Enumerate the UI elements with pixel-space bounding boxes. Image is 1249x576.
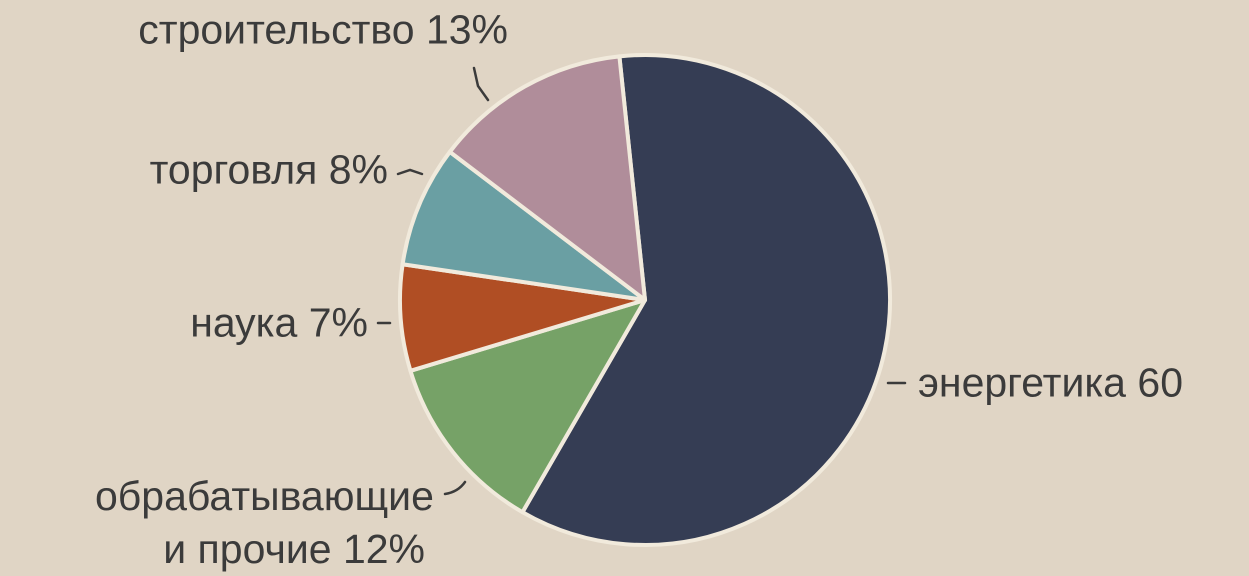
slice-label: обрабатывающие и прочие 12% xyxy=(95,470,434,576)
pie-slice xyxy=(398,262,647,373)
slice-label: торговля 8% xyxy=(150,144,388,197)
value-label: 13% xyxy=(425,6,508,53)
value-label: 12% xyxy=(342,526,425,572)
value-label: 60 xyxy=(1137,359,1183,406)
leader-line xyxy=(472,66,490,102)
category-name: энергетика xyxy=(918,359,1126,406)
pie-slice xyxy=(447,54,647,302)
category-name: обрабатывающие и прочие xyxy=(95,473,434,572)
pie-slice xyxy=(520,53,892,547)
pie-slice xyxy=(408,298,647,515)
leader-line xyxy=(443,480,467,496)
value-label: 8% xyxy=(328,146,388,193)
value-label: 7% xyxy=(308,299,368,346)
slice-label: строительство 13% xyxy=(138,4,508,57)
pie-slice xyxy=(400,149,647,302)
category-name: торговля xyxy=(149,146,318,193)
slice-label: наука 7% xyxy=(190,297,368,350)
leader-line xyxy=(396,168,424,176)
category-name: строительство xyxy=(138,6,415,53)
slice-label: энергетика 60 xyxy=(918,357,1183,410)
category-name: наука xyxy=(190,299,298,346)
